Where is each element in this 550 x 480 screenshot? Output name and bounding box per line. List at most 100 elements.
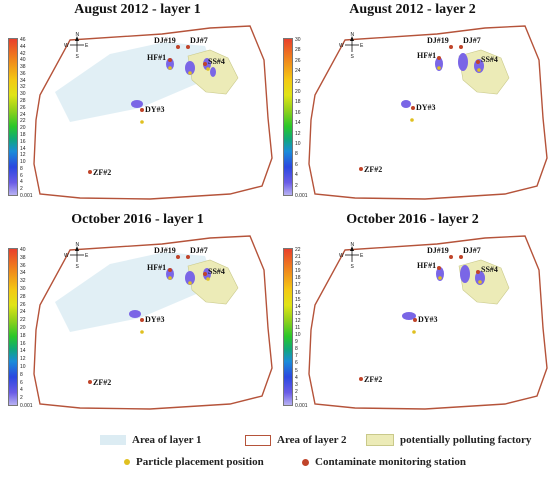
particle-position [188, 281, 192, 285]
layer1-area [55, 252, 215, 332]
colorbar-tick: 4 [20, 387, 23, 394]
station-hf1 [437, 266, 441, 270]
particle-position [437, 66, 441, 70]
station-hf1 [168, 58, 172, 62]
colorbar-tick: 8 [295, 151, 298, 158]
colorbar-tick: 19 [295, 268, 301, 275]
colorbar-tick: 10 [20, 364, 26, 370]
colorbar-tick: 21 [295, 254, 301, 261]
colorbar-tick: 42 [20, 50, 26, 57]
colorbar-tick: 26 [295, 57, 301, 64]
colorbar-tick: 2 [295, 182, 298, 189]
station-dy3 [411, 106, 415, 110]
svg-text:E: E [360, 43, 364, 49]
layer2-boundary [33, 235, 273, 410]
panel-title: August 2012 - layer 2 [349, 2, 476, 17]
station-ss4 [203, 62, 207, 66]
label-dy3: DY#3 [145, 105, 165, 114]
colorbar-tick: 12 [295, 130, 301, 137]
layer2-boundary [308, 25, 548, 200]
station-dj19 [449, 45, 453, 49]
colorbar-tick: 4 [20, 179, 23, 186]
station-ss4 [476, 60, 480, 64]
plume [435, 57, 443, 71]
compass-icon: N S E W [339, 242, 364, 270]
panel-title: October 2016 - layer 2 [346, 212, 479, 227]
legend-item-layer1: Area of layer 1 [100, 434, 202, 446]
plume [131, 100, 143, 108]
label-hf1: HF#1 [417, 261, 436, 270]
colorbar-tick: 2 [295, 388, 298, 395]
station-dj7 [459, 255, 463, 259]
svg-text:N: N [351, 32, 355, 38]
plume [460, 265, 470, 283]
label-ss4: SS#4 [481, 55, 498, 64]
particle-position [477, 68, 481, 72]
map-panel-aug2012-layer1: August 2012 - layer 1 DJ#19 DJ#7 HF#1 SS… [0, 0, 275, 205]
particle-position [410, 118, 414, 122]
colorbar-labels: 40 38 36 34 32 30 28 26 24 22 20 18 16 14 12 10 8 6 4 2 0.00… [20, 248, 42, 410]
particle-position [140, 330, 144, 334]
station-dj7 [186, 255, 190, 259]
svg-text:N: N [76, 32, 80, 38]
layer1-area [55, 42, 215, 122]
station-dj19 [176, 45, 180, 49]
colorbar-tick: 32 [20, 278, 26, 285]
colorbar-tick: 10 [295, 141, 301, 147]
label-zf2: ZF#2 [364, 165, 382, 174]
label-dj7: DJ#7 [463, 36, 481, 45]
svg-text:E: E [85, 43, 89, 49]
plume [185, 271, 195, 285]
colorbar-tick: 20 [295, 261, 301, 268]
colorbar-tick: 0.001 [295, 193, 308, 199]
plume [129, 310, 141, 318]
label-ss4: SS#4 [481, 265, 498, 274]
station-dj7 [186, 45, 190, 49]
colorbar-tick: 17 [295, 282, 301, 289]
plume [166, 58, 174, 70]
label-hf1: HF#1 [417, 51, 436, 60]
map-panel-aug2012-layer2: August 2012 - layer 2 DJ#19 DJ#7 HF#1 SS… [275, 0, 550, 205]
colorbar-tick: 22 [295, 78, 301, 85]
plume [401, 100, 411, 108]
factory-area [458, 49, 510, 95]
colorbar-tick: 18 [20, 131, 26, 138]
colorbar-tick: 18 [295, 99, 301, 106]
colorbar-tick: 24 [20, 309, 26, 316]
map-canvas: DJ#19 DJ#7 HF#1 SS#4 DY#3 ZF#2 N S E W [33, 25, 273, 200]
colorbar-tick: 20 [20, 325, 26, 331]
colorbar-tick: 6 [20, 172, 23, 179]
colorbar-labels: 30 28 26 24 22 20 18 16 14 12 10 8 6 4 2 0.001 [295, 38, 317, 200]
colorbar-tick: 34 [20, 77, 26, 84]
colorbar-tick: 8 [295, 346, 298, 353]
colorbar-tick: 24 [20, 111, 26, 118]
label-ss4: SS#4 [208, 267, 225, 276]
particle-position [438, 276, 442, 280]
colorbar-tick: 30 [295, 37, 301, 43]
colorbar-tick: 0.001 [295, 403, 308, 409]
label-hf1: HF#1 [147, 263, 166, 272]
plume [436, 267, 444, 281]
map-canvas: DJ#19 DJ#7 HF#1 SS#4 DY#3 ZF#2 N S E W [33, 235, 273, 410]
particle-position [412, 330, 416, 334]
colorbar-tick: 16 [20, 340, 26, 347]
svg-text:S: S [351, 54, 355, 60]
colorbar-tick: 4 [295, 172, 298, 179]
svg-text:N: N [76, 242, 80, 248]
legend-label-layer2: Area of layer 2 [277, 434, 347, 446]
plume [210, 67, 216, 77]
station-hf1 [168, 268, 172, 272]
legend-item-station: Contaminate monitoring station [302, 456, 466, 468]
colorbar-tick: 8 [20, 371, 23, 378]
colorbar-tick: 12 [20, 356, 26, 363]
svg-text:S: S [351, 264, 355, 270]
colorbar [283, 248, 293, 406]
panel-title: October 2016 - layer 1 [71, 212, 204, 227]
legend-label-station: Contaminate monitoring station [315, 456, 466, 468]
colorbar-labels: 46 44 42 40 38 36 34 32 30 28 26 24 22 20 18 16 14 12 10 8 6… [20, 38, 42, 200]
colorbar-tick: 36 [20, 262, 26, 269]
colorbar-tick: 40 [20, 247, 26, 253]
station-icon [302, 458, 309, 466]
particle-position [206, 67, 210, 71]
colorbar-tick: 26 [20, 104, 26, 111]
